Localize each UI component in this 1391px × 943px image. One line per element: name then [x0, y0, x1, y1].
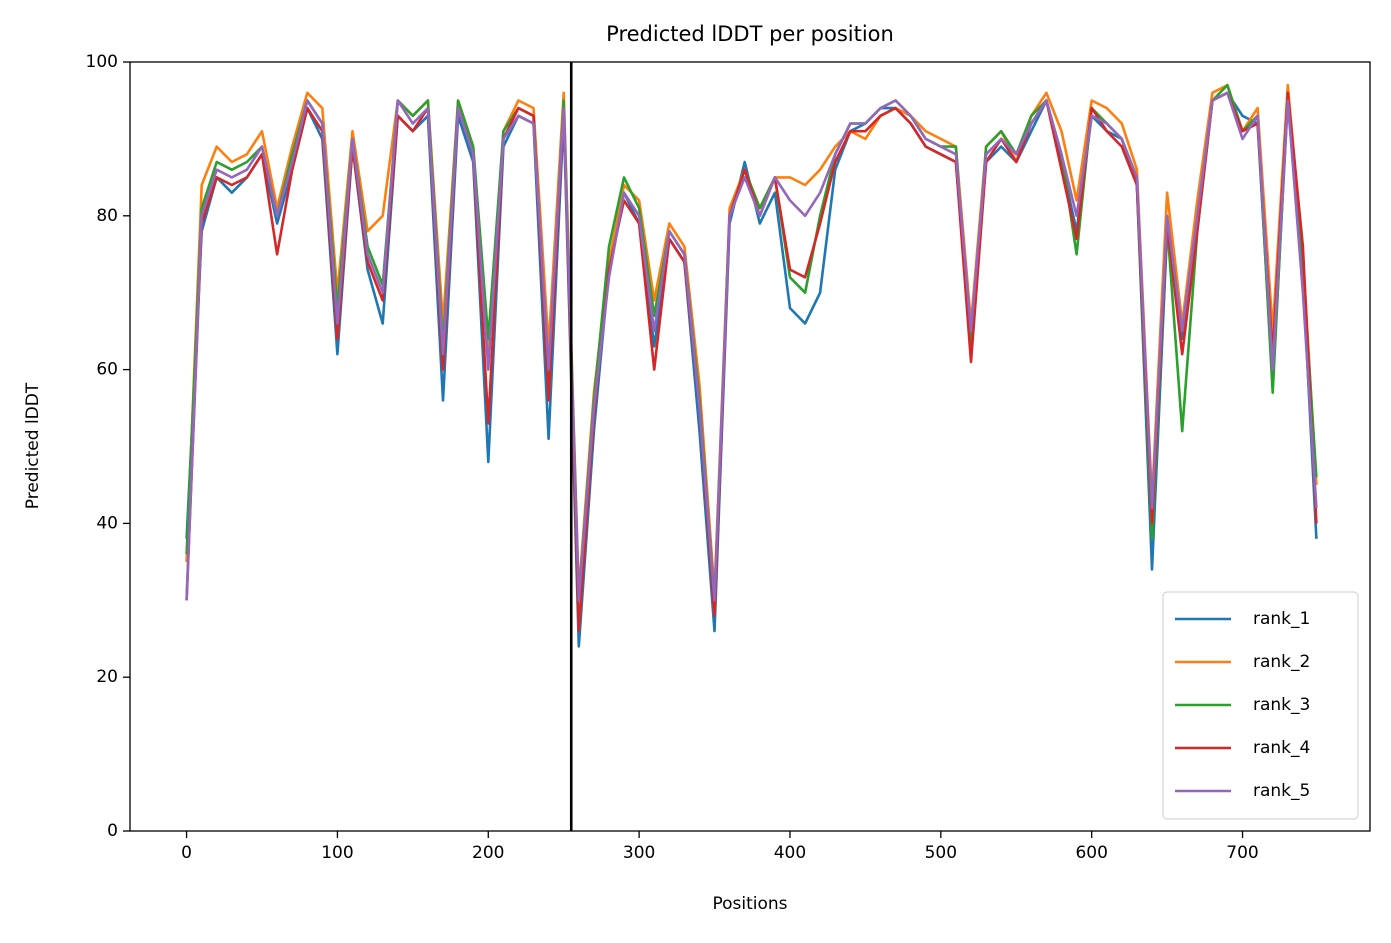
y-tick-label: 100 — [86, 52, 118, 72]
legend-label: rank_3 — [1253, 695, 1310, 715]
y-tick-label: 20 — [96, 667, 118, 687]
y-tick-label: 40 — [96, 513, 118, 533]
legend-label: rank_5 — [1253, 781, 1310, 801]
y-tick-label: 80 — [96, 206, 118, 226]
x-tick-label: 600 — [1075, 843, 1107, 863]
y-tick-label: 0 — [107, 821, 118, 841]
x-tick-label: 0 — [181, 843, 192, 863]
y-tick-label: 60 — [96, 360, 118, 380]
x-tick-label: 100 — [321, 843, 353, 863]
legend-box — [1162, 591, 1359, 820]
x-tick-label: 400 — [774, 843, 806, 863]
plot-frame — [129, 61, 1371, 832]
series-line — [185, 91, 1318, 602]
x-tick-label: 700 — [1226, 843, 1258, 863]
series-line — [185, 91, 1318, 633]
x-tick-label: 500 — [925, 843, 957, 863]
y-axis-label: Predicted lDDT — [23, 382, 43, 509]
legend-label: rank_2 — [1253, 652, 1310, 672]
chart-title: Predicted lDDT per position — [606, 22, 894, 46]
x-tick-label: 300 — [623, 843, 655, 863]
x-axis-label: Positions — [712, 894, 787, 914]
legend-label: rank_4 — [1253, 738, 1310, 758]
x-tick-label: 200 — [472, 843, 504, 863]
legend-label: rank_1 — [1253, 609, 1310, 629]
